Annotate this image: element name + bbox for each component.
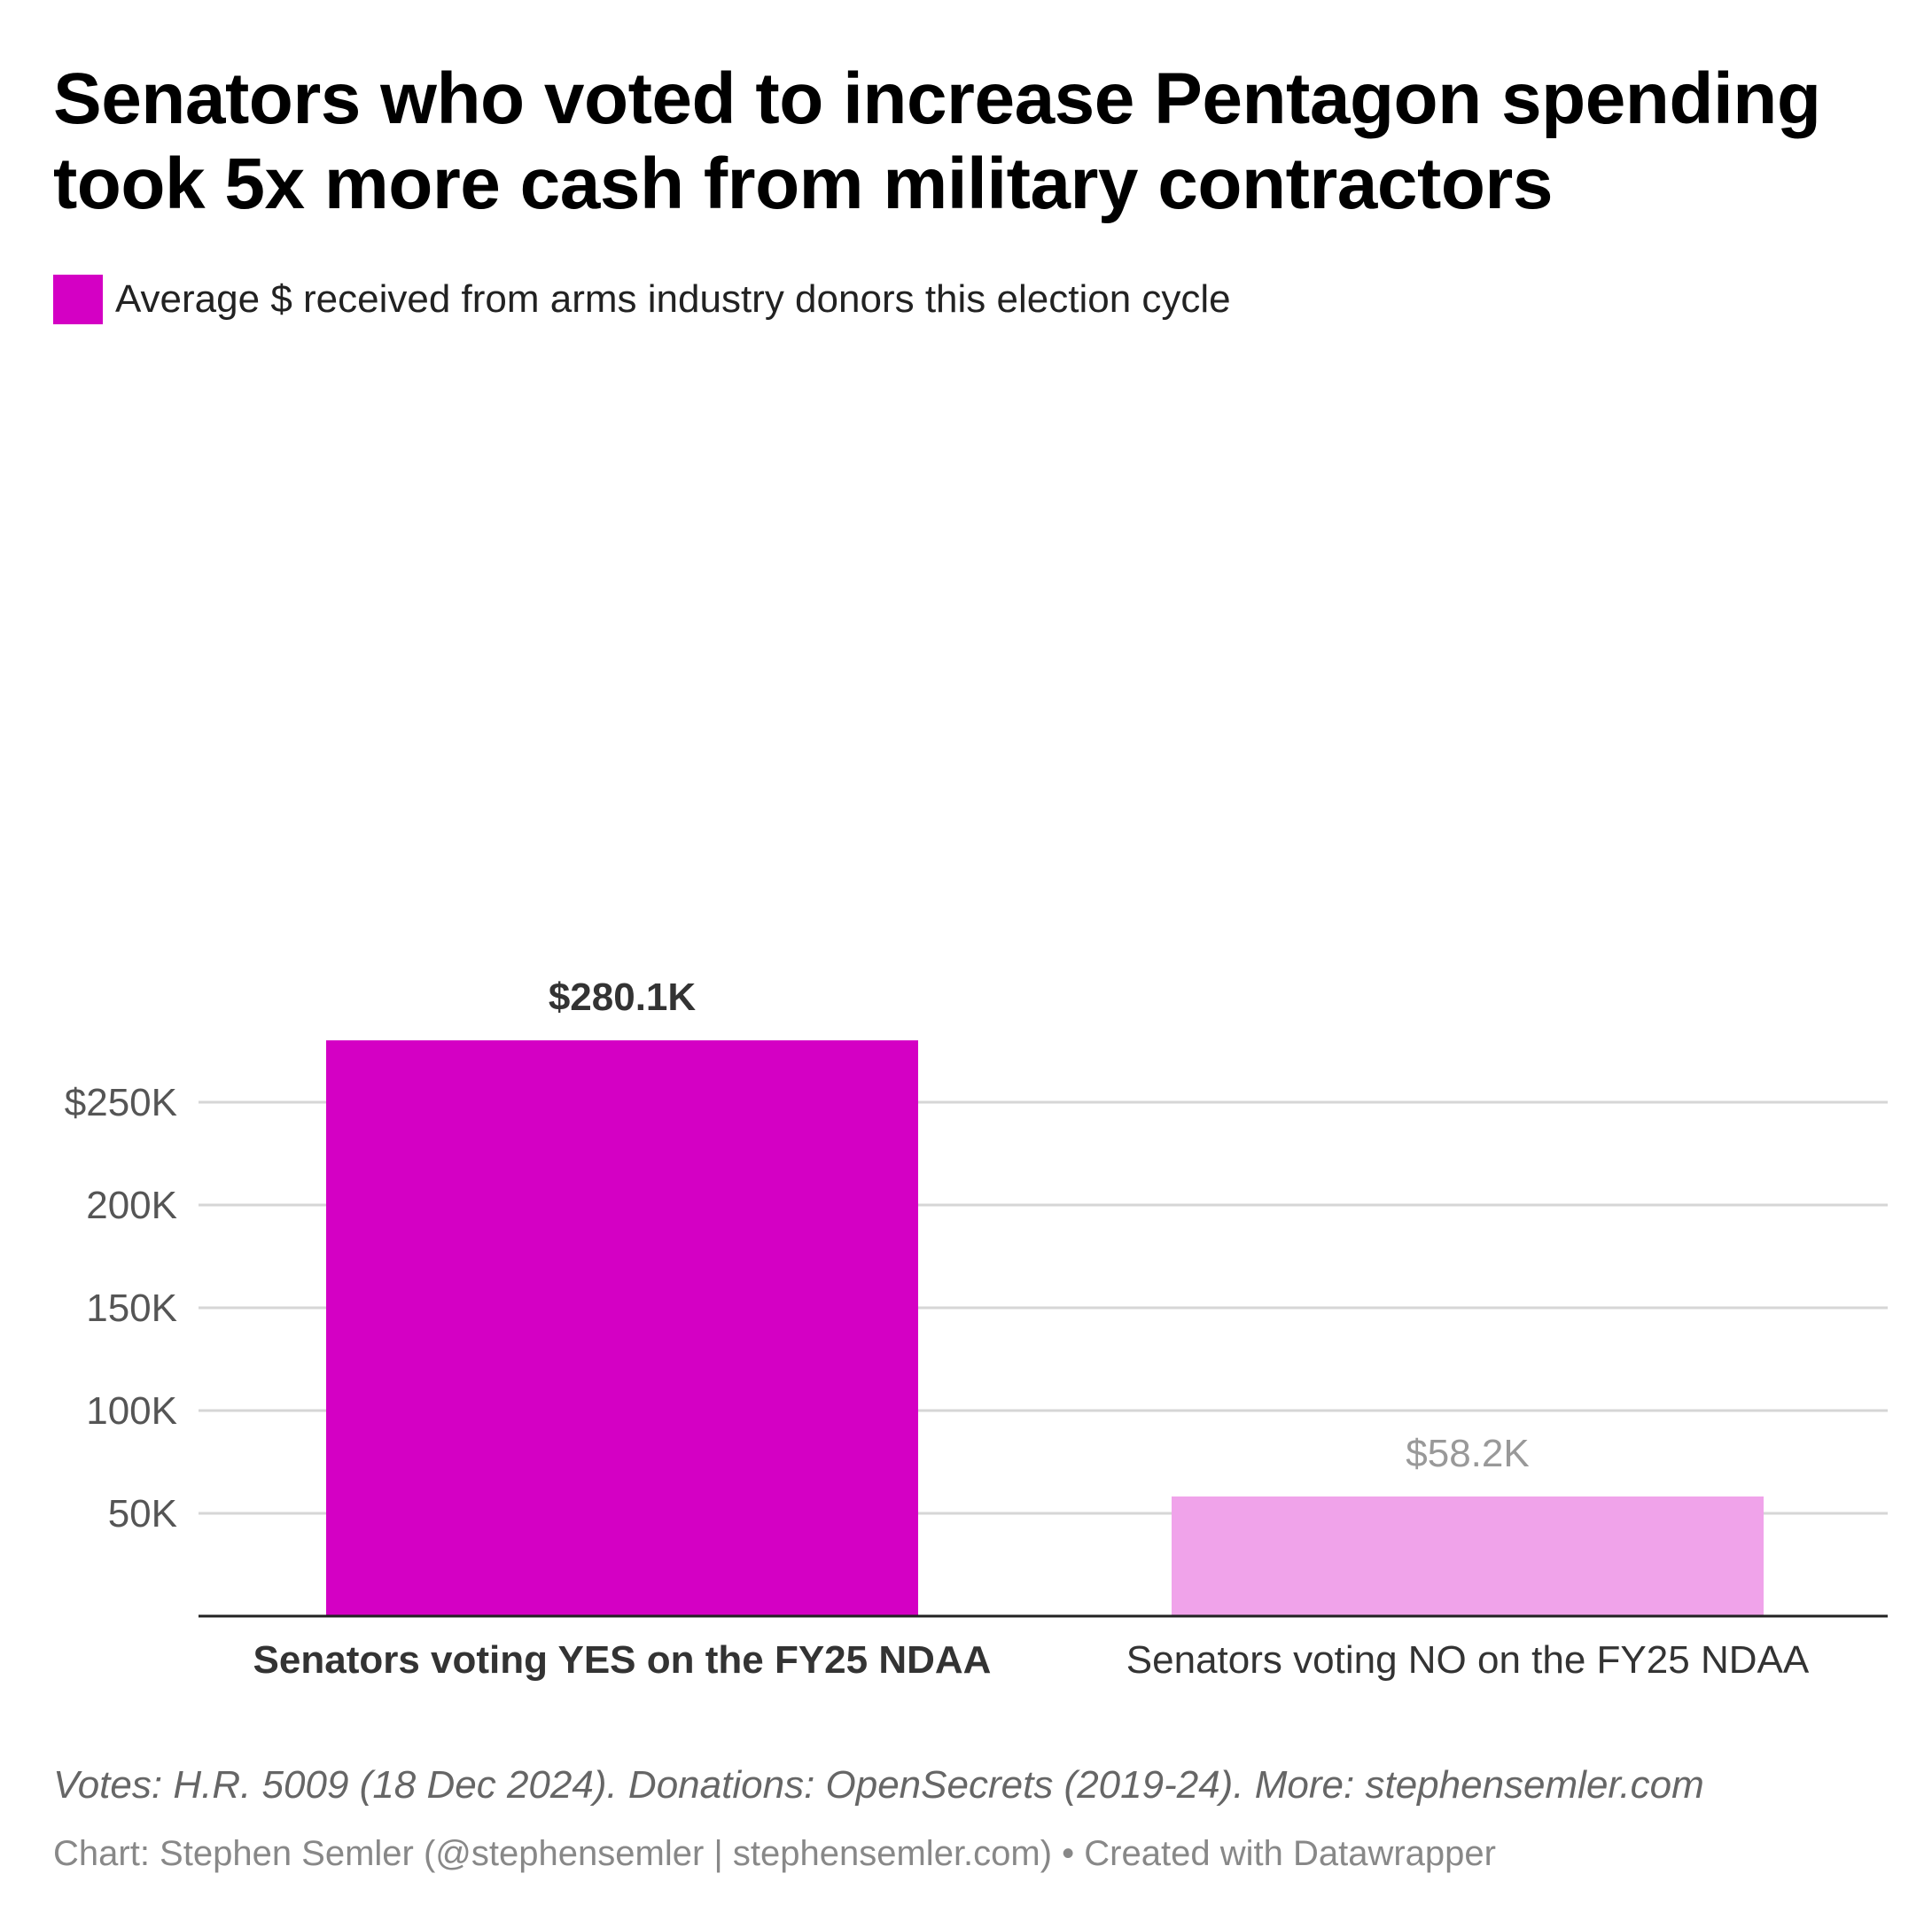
bar: [326, 1040, 918, 1616]
chart-title-line-2: took 5x more cash from military contract…: [53, 143, 1553, 224]
bar-chart: $250K 200K 150K 100K 50K $280.1K Senators voti…: [65, 976, 1888, 1682]
chart-title-line-1: Senators who voted to increase Pentagon …: [53, 58, 1821, 139]
y-tick-label: 100K: [86, 1389, 177, 1433]
y-tick-label: 150K: [86, 1287, 177, 1330]
legend-swatch: [53, 275, 103, 324]
legend-label: Average $ received from arms industry do…: [115, 277, 1231, 321]
y-tick-label: 200K: [86, 1184, 177, 1227]
legend: Average $ received from arms industry do…: [53, 275, 1231, 324]
y-tick-label: 50K: [108, 1492, 177, 1535]
chart-title: Senators who voted to increase Pentagon …: [53, 57, 1879, 227]
bar-value-label: $280.1K: [549, 976, 697, 1019]
x-category-label: Senators voting YES on the FY25 NDAA: [253, 1638, 992, 1682]
x-category-label: Senators voting NO on the FY25 NDAA: [1126, 1638, 1810, 1682]
bar-value-label: $58.2K: [1406, 1432, 1529, 1475]
y-tick-label: $250K: [65, 1081, 177, 1124]
source-notes: Votes: H.R. 5009 (18 Dec 2024). Donation…: [53, 1763, 1704, 1807]
bar: [1172, 1496, 1764, 1616]
byline: Chart: Stephen Semler (@stephensemler | …: [53, 1834, 1496, 1873]
